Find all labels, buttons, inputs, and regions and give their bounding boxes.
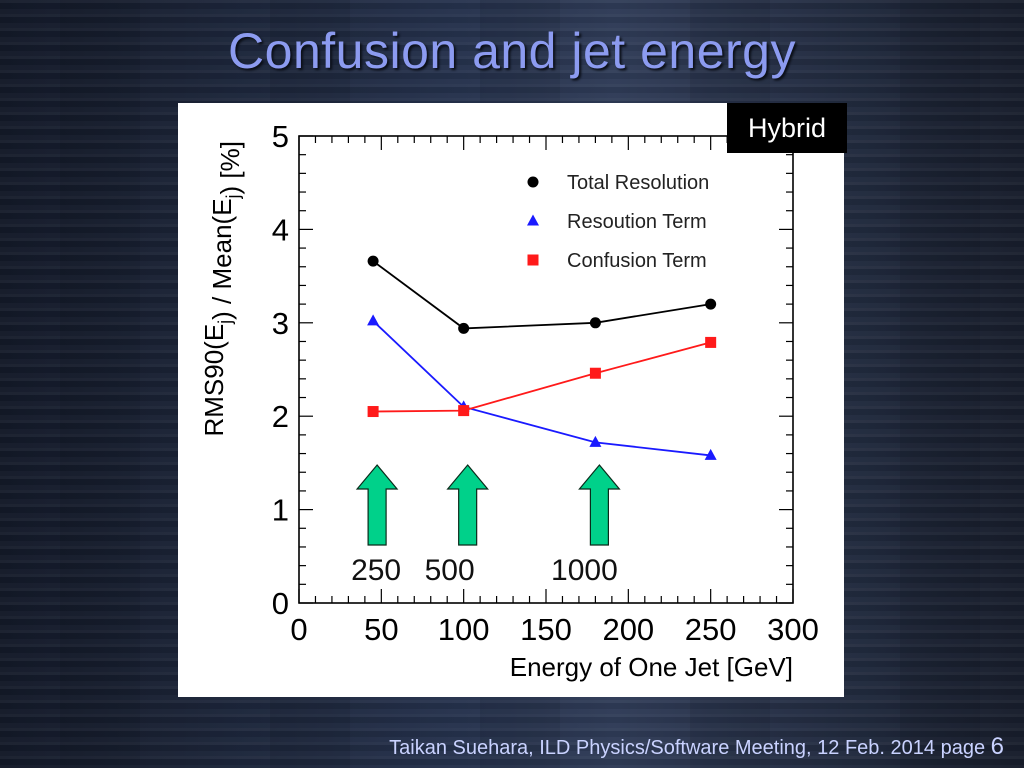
series-2-point bbox=[458, 405, 470, 417]
series-0-point bbox=[705, 298, 717, 310]
series-2-point bbox=[705, 336, 717, 348]
arrow-2 bbox=[578, 464, 621, 546]
y-tick-label: 4 bbox=[272, 212, 289, 247]
page-label: page bbox=[940, 737, 986, 759]
y-axis-label-subscript: j bbox=[215, 320, 235, 325]
x-tick-label: 100 bbox=[438, 612, 490, 647]
x-tick-label: 300 bbox=[767, 612, 819, 647]
series-1-point bbox=[589, 435, 602, 447]
page-number: 6 bbox=[990, 733, 1004, 760]
series-line-0 bbox=[372, 260, 711, 330]
slide-title: Confusion and jet energy bbox=[228, 23, 796, 79]
arrow-1 bbox=[446, 464, 489, 546]
y-tick-label: 0 bbox=[272, 586, 289, 621]
legend-label-1: Resoution Term bbox=[567, 211, 707, 233]
footer-text: Taikan Suehara, ILD Physics/Software Mee… bbox=[389, 737, 936, 759]
footer: Taikan Suehara, ILD Physics/Software Mee… bbox=[389, 733, 1004, 761]
y-tick-label: 5 bbox=[272, 119, 289, 154]
x-axis-label: Energy of One Jet [GeV] bbox=[510, 652, 793, 682]
chart: 0 50 100 150 200 250 300 0 1 2 3 4 5 Energy of One Je… bbox=[199, 119, 819, 682]
x-tick-label: 250 bbox=[685, 612, 737, 647]
y-axis-label-part: ) [%] bbox=[215, 141, 245, 194]
hybrid-badge: Hybrid bbox=[727, 103, 847, 153]
series-line-1 bbox=[372, 320, 711, 457]
legend-marker-0 bbox=[527, 176, 539, 188]
arrow-0 bbox=[355, 464, 399, 546]
y-axis-label-part: RMS90(E bbox=[199, 324, 229, 437]
y-tick-label: 3 bbox=[272, 306, 289, 341]
legend-label-2: Confusion Term bbox=[567, 250, 707, 272]
series-0-point bbox=[367, 255, 379, 267]
annotation-label-0: 250 bbox=[351, 554, 401, 587]
y-tick-label: 1 bbox=[272, 493, 289, 528]
y-axis-label-part: ) / Mean(E bbox=[207, 198, 237, 319]
annotation-label-2: 1000 bbox=[551, 554, 618, 587]
series-2-point bbox=[589, 367, 601, 379]
x-tick-label: 50 bbox=[364, 612, 398, 647]
plot-panel: 0 50 100 150 200 250 300 0 1 2 3 4 5 Energy of One Je… bbox=[178, 103, 844, 697]
series-line-2 bbox=[373, 341, 711, 413]
y-axis-label: RMS90(Ej) / Mean(Ej) [%] bbox=[199, 141, 245, 437]
legend-marker-1 bbox=[527, 214, 539, 226]
series-1-point bbox=[367, 314, 380, 326]
legend-marker-2 bbox=[527, 254, 539, 266]
y-tick-label: 2 bbox=[272, 399, 289, 434]
series-0-point bbox=[589, 317, 601, 329]
x-tick-label: 200 bbox=[602, 612, 654, 647]
series-1-point bbox=[704, 448, 717, 460]
y-axis-label-subscript: j bbox=[223, 194, 243, 199]
series-2-point bbox=[367, 406, 379, 418]
series-0-point bbox=[458, 322, 470, 334]
x-tick-label: 150 bbox=[520, 612, 572, 647]
annotation-label-1: 500 bbox=[425, 554, 475, 587]
x-tick-label: 0 bbox=[290, 612, 307, 647]
legend-label-0: Total Resolution bbox=[567, 172, 709, 194]
